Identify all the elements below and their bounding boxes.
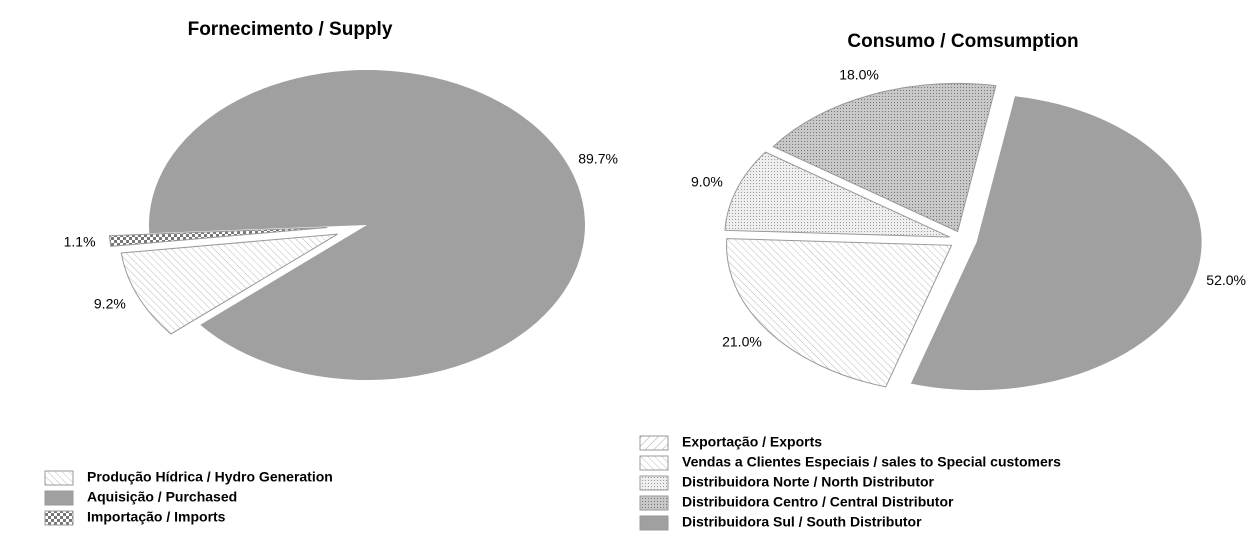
legend-label: Distribuidora Norte / North Distributor xyxy=(682,474,935,490)
legend-swatch xyxy=(639,495,669,511)
legend-swatch xyxy=(639,515,669,531)
legend-swatch xyxy=(44,490,74,506)
chart-title: Fornecimento / Supply xyxy=(188,19,393,40)
data-label: 1.1% xyxy=(64,234,96,250)
legend-swatch xyxy=(639,435,669,451)
pie-slice xyxy=(120,233,338,335)
data-label: 52.0% xyxy=(1206,272,1246,288)
data-label: 89.7% xyxy=(578,151,618,167)
legend-label: Produção Hídrica / Hydro Generation xyxy=(87,469,333,485)
legend-swatch xyxy=(44,470,74,486)
legend-swatch xyxy=(44,510,74,526)
legend-swatch xyxy=(639,475,669,491)
data-label: 21.0% xyxy=(722,333,762,349)
pie-slice xyxy=(726,238,953,388)
legend-label: Distribuidora Sul / South Distributor xyxy=(682,514,922,530)
pie-slice xyxy=(148,70,586,381)
legend-label: Importação / Imports xyxy=(87,509,226,525)
pie-slice xyxy=(910,96,1202,391)
legend-swatch xyxy=(639,455,669,471)
legend-label: Aquisição / Purchased xyxy=(87,489,237,505)
legend-label: Exportação / Exports xyxy=(682,434,822,450)
data-label: 9.2% xyxy=(94,295,126,311)
chart-title: Consumo / Comsumption xyxy=(847,31,1078,52)
data-label: 9.0% xyxy=(691,173,723,189)
pie-slice xyxy=(108,226,328,247)
legend-label: Distribuidora Centro / Central Distribut… xyxy=(682,494,954,510)
legend-label: Vendas a Clientes Especiais / sales to S… xyxy=(682,454,1061,470)
pie-slice xyxy=(724,151,950,238)
pie-slice xyxy=(772,83,997,233)
data-label: 18.0% xyxy=(839,66,879,82)
